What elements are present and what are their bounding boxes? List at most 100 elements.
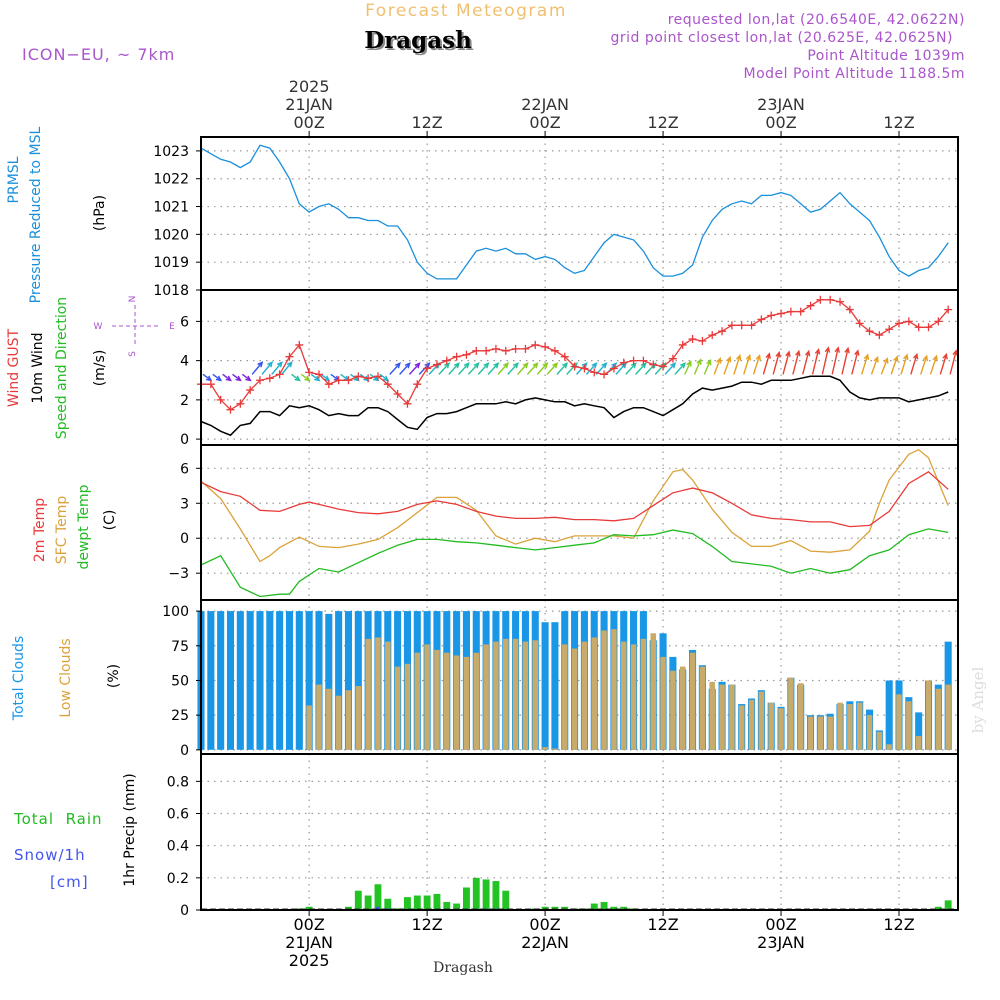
time-label: 21JAN bbox=[285, 95, 333, 114]
clouds-grid bbox=[201, 600, 958, 754]
wind-arrow bbox=[212, 373, 223, 382]
wind-arrow bbox=[251, 361, 264, 375]
wind-arrow bbox=[202, 373, 213, 382]
low-cloud-bar bbox=[444, 652, 450, 750]
gust-marker bbox=[373, 372, 382, 381]
low-cloud-bar bbox=[729, 684, 735, 750]
rain-bar bbox=[551, 906, 559, 910]
wind-arrow-shaft bbox=[851, 350, 859, 375]
rain-bar bbox=[423, 895, 431, 910]
rain-bar bbox=[610, 906, 618, 910]
gust-marker bbox=[432, 360, 441, 369]
gust-marker bbox=[727, 321, 736, 330]
wind-arrow-shaft bbox=[772, 352, 780, 375]
gust-marker bbox=[885, 325, 894, 334]
gust-marker bbox=[334, 376, 343, 385]
wind-arrow-head bbox=[503, 362, 510, 369]
wind-arrow bbox=[900, 353, 909, 375]
compass-west: W bbox=[94, 322, 103, 332]
wind-arrow-head bbox=[696, 358, 702, 365]
wind-10m-label: 10m Wind bbox=[30, 332, 46, 403]
wind-arrow bbox=[929, 354, 938, 375]
wind-arrow-shaft bbox=[880, 358, 889, 375]
low-cloud-bar bbox=[375, 637, 381, 750]
gust-marker bbox=[364, 374, 373, 383]
total-cloud-bar bbox=[276, 611, 284, 750]
low-cloud-bar bbox=[434, 649, 440, 750]
wind-arrow-shaft bbox=[949, 350, 957, 375]
total-cloud-bar bbox=[285, 611, 294, 750]
low-cloud-bar bbox=[620, 641, 627, 750]
low-cloud-bar bbox=[660, 656, 666, 750]
grid-point-coords: grid point closest lon,lat (20.625E, 42.… bbox=[610, 30, 953, 46]
gust-marker bbox=[786, 307, 795, 316]
rain-bar bbox=[463, 887, 470, 910]
low-cloud-bar bbox=[689, 652, 696, 750]
dewpt-temp-line bbox=[200, 528, 949, 598]
gust-marker bbox=[836, 297, 845, 306]
gust-marker bbox=[491, 344, 500, 353]
gust-marker bbox=[275, 370, 284, 379]
low-cloud-bar bbox=[886, 744, 892, 750]
temp-unit: (C) bbox=[102, 510, 118, 531]
low-cloud-bar bbox=[640, 638, 647, 750]
gust-marker bbox=[698, 337, 707, 346]
rain-bar bbox=[492, 881, 500, 910]
wind-arrow-shaft bbox=[271, 361, 283, 375]
wind-speed-dir-label: Speed and Direction bbox=[54, 297, 70, 439]
rain-bar bbox=[413, 895, 421, 910]
low-cloud-bar bbox=[522, 641, 529, 750]
precip-bars bbox=[201, 877, 958, 910]
low-cloud-bar bbox=[630, 644, 637, 750]
gust-marker bbox=[796, 307, 805, 316]
wind-arrow-head bbox=[522, 362, 529, 369]
y-tick-label: 4 bbox=[180, 354, 189, 370]
wind-arrow-shaft bbox=[870, 357, 879, 375]
wind-arrow-shaft bbox=[743, 355, 751, 375]
wind-arrow-head bbox=[424, 362, 431, 369]
precip-panel: 0 0.2 0.4 0.6 0.8 1hr Precip (mm) Total Rain… bbox=[13, 754, 958, 919]
wind-arrow bbox=[310, 373, 321, 382]
wind-arrow-shaft bbox=[517, 362, 529, 375]
gust-marker bbox=[904, 317, 913, 326]
y-tick-label: 0.2 bbox=[167, 871, 189, 887]
wind-arrow bbox=[458, 362, 470, 375]
wind-series bbox=[197, 295, 953, 437]
gust-marker bbox=[944, 305, 953, 314]
wind-arrow-head bbox=[630, 362, 637, 369]
compass-south: S bbox=[128, 351, 138, 357]
total-cloud-bar bbox=[915, 712, 923, 750]
wind-arrow bbox=[487, 362, 500, 375]
time-label: 12Z bbox=[883, 915, 914, 934]
wind-arrow-shaft bbox=[929, 355, 938, 375]
total-cloud-bar bbox=[295, 611, 303, 750]
gust-marker bbox=[708, 331, 717, 340]
wind-arrow-shaft bbox=[566, 362, 578, 375]
wind-arrow-head bbox=[716, 357, 722, 364]
time-label: 00Z bbox=[765, 113, 796, 132]
wind-arrow bbox=[408, 362, 421, 375]
wind-arrow bbox=[910, 352, 919, 375]
rain-bar bbox=[374, 884, 382, 910]
wind-arrow-head bbox=[512, 362, 519, 369]
rain-bar bbox=[433, 893, 441, 910]
rain-bar bbox=[404, 897, 411, 910]
wind-direction-arrows bbox=[202, 346, 958, 382]
y-tick-label: 0 bbox=[180, 531, 189, 547]
gust-marker bbox=[619, 358, 628, 367]
wind-arrow-head bbox=[804, 349, 811, 357]
wind-arrow-shaft bbox=[713, 358, 721, 375]
gust-marker bbox=[226, 405, 235, 414]
gust-marker bbox=[757, 315, 766, 324]
wind-arrow bbox=[399, 362, 411, 375]
y-tick-label: 0.8 bbox=[167, 774, 189, 790]
panel-frame bbox=[200, 136, 959, 291]
gust-marker bbox=[609, 364, 618, 373]
y-tick-label: 0 bbox=[180, 743, 189, 759]
time-label: 12Z bbox=[411, 915, 442, 934]
snow-label: Snow/1h bbox=[14, 846, 86, 864]
gust-marker bbox=[482, 346, 491, 355]
gust-marker bbox=[718, 327, 727, 336]
wind-arrow-shaft bbox=[890, 356, 898, 375]
